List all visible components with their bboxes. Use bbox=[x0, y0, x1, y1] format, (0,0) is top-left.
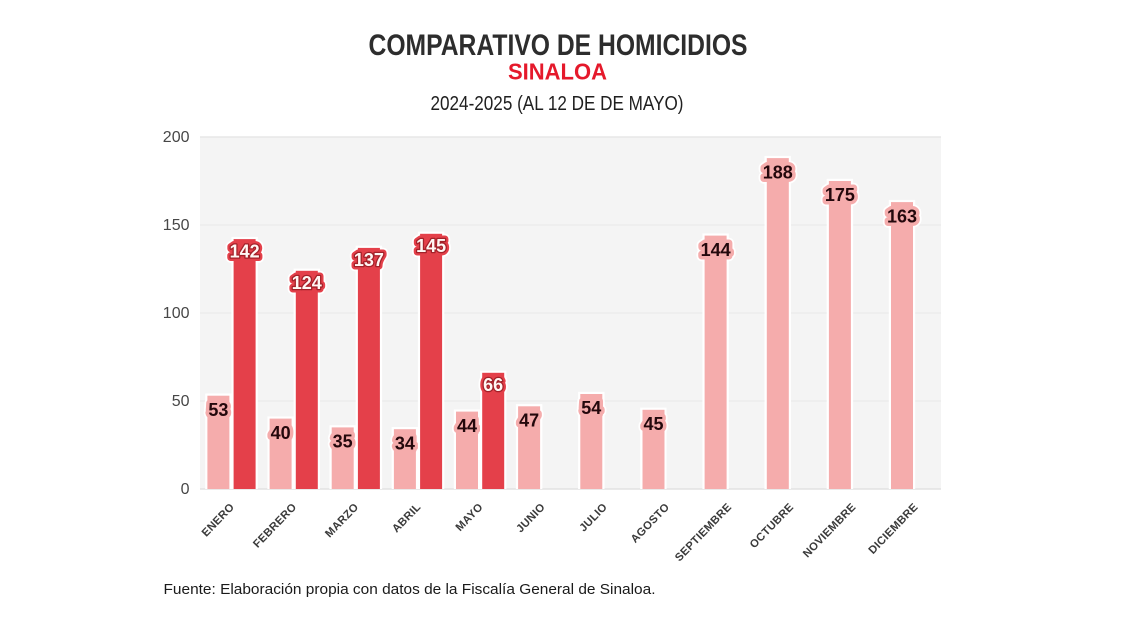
svg-text:SINALOA: SINALOA bbox=[508, 59, 607, 85]
svg-text:188: 188 bbox=[763, 162, 793, 182]
svg-text:142: 142 bbox=[230, 241, 260, 261]
svg-text:54: 54 bbox=[581, 398, 601, 418]
svg-text:175: 175 bbox=[825, 185, 855, 205]
svg-text:53: 53 bbox=[208, 400, 228, 420]
svg-text:40: 40 bbox=[271, 423, 291, 443]
svg-text:137: 137 bbox=[354, 250, 384, 270]
svg-text:100: 100 bbox=[163, 305, 190, 322]
svg-text:66: 66 bbox=[483, 375, 503, 395]
svg-text:47: 47 bbox=[519, 411, 539, 431]
svg-text:53: 53 bbox=[208, 400, 228, 420]
svg-text:163: 163 bbox=[887, 206, 917, 226]
svg-text:50: 50 bbox=[172, 393, 190, 410]
svg-text:163: 163 bbox=[887, 206, 917, 226]
svg-text:Fuente: Elaboración propia con: Fuente: Elaboración propia con datos de … bbox=[164, 581, 656, 598]
svg-text:124: 124 bbox=[292, 273, 322, 293]
svg-text:124: 124 bbox=[292, 273, 322, 293]
svg-text:144: 144 bbox=[701, 240, 731, 260]
svg-text:144: 144 bbox=[701, 240, 731, 260]
svg-text:44: 44 bbox=[457, 416, 477, 436]
svg-text:COMPARATIVO DE HOMICIDIOS: COMPARATIVO DE HOMICIDIOS bbox=[369, 29, 748, 62]
svg-text:35: 35 bbox=[333, 432, 353, 452]
svg-text:200: 200 bbox=[163, 129, 190, 146]
svg-text:0: 0 bbox=[181, 481, 190, 498]
svg-text:34: 34 bbox=[395, 433, 415, 453]
svg-text:142: 142 bbox=[230, 241, 260, 261]
svg-text:47: 47 bbox=[519, 411, 539, 431]
svg-text:40: 40 bbox=[271, 423, 291, 443]
svg-text:44: 44 bbox=[457, 416, 477, 436]
svg-text:2024-2025 (AL 12 DE DE MAYO): 2024-2025 (AL 12 DE DE MAYO) bbox=[431, 92, 684, 115]
svg-text:45: 45 bbox=[643, 414, 663, 434]
svg-text:188: 188 bbox=[763, 162, 793, 182]
svg-text:66: 66 bbox=[483, 375, 503, 395]
svg-text:145: 145 bbox=[416, 236, 446, 256]
svg-text:45: 45 bbox=[643, 414, 663, 434]
svg-text:175: 175 bbox=[825, 185, 855, 205]
svg-text:35: 35 bbox=[333, 432, 353, 452]
svg-text:145: 145 bbox=[416, 236, 446, 256]
svg-text:150: 150 bbox=[163, 217, 190, 234]
svg-text:34: 34 bbox=[395, 433, 415, 453]
svg-text:137: 137 bbox=[354, 250, 384, 270]
svg-text:54: 54 bbox=[581, 398, 601, 418]
